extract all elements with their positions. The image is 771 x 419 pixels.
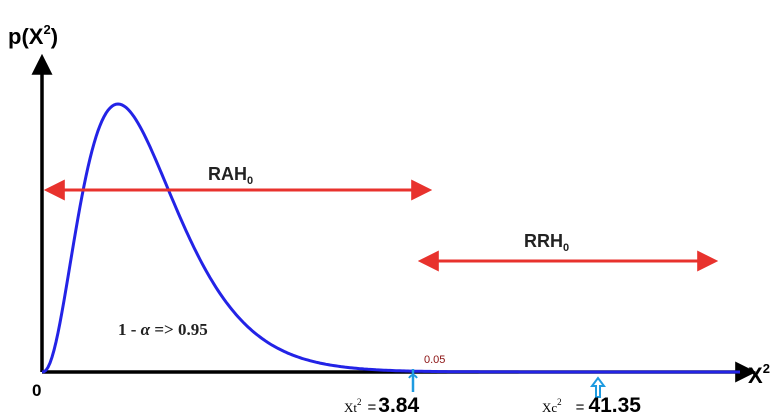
calculated-critical-value: Xc2 = 41.35 (542, 394, 641, 417)
confidence-level-label: 1 - α => 0.95 (118, 320, 208, 339)
rejection-region-label: RRH0 (524, 231, 569, 254)
chi-square-density-curve (41, 102, 740, 374)
origin-label: 0 (32, 381, 41, 400)
tail-area-label: 0.05 (424, 354, 445, 366)
table-critical-marker (408, 369, 418, 392)
calculated-critical-marker (590, 376, 606, 398)
table-critical-value: Xt2 =3.84 (344, 394, 419, 417)
acceptance-region-label: RAH0 (208, 164, 253, 187)
y-axis-label: p(X2) (8, 22, 58, 49)
x-axis-label: X2 (748, 361, 770, 388)
